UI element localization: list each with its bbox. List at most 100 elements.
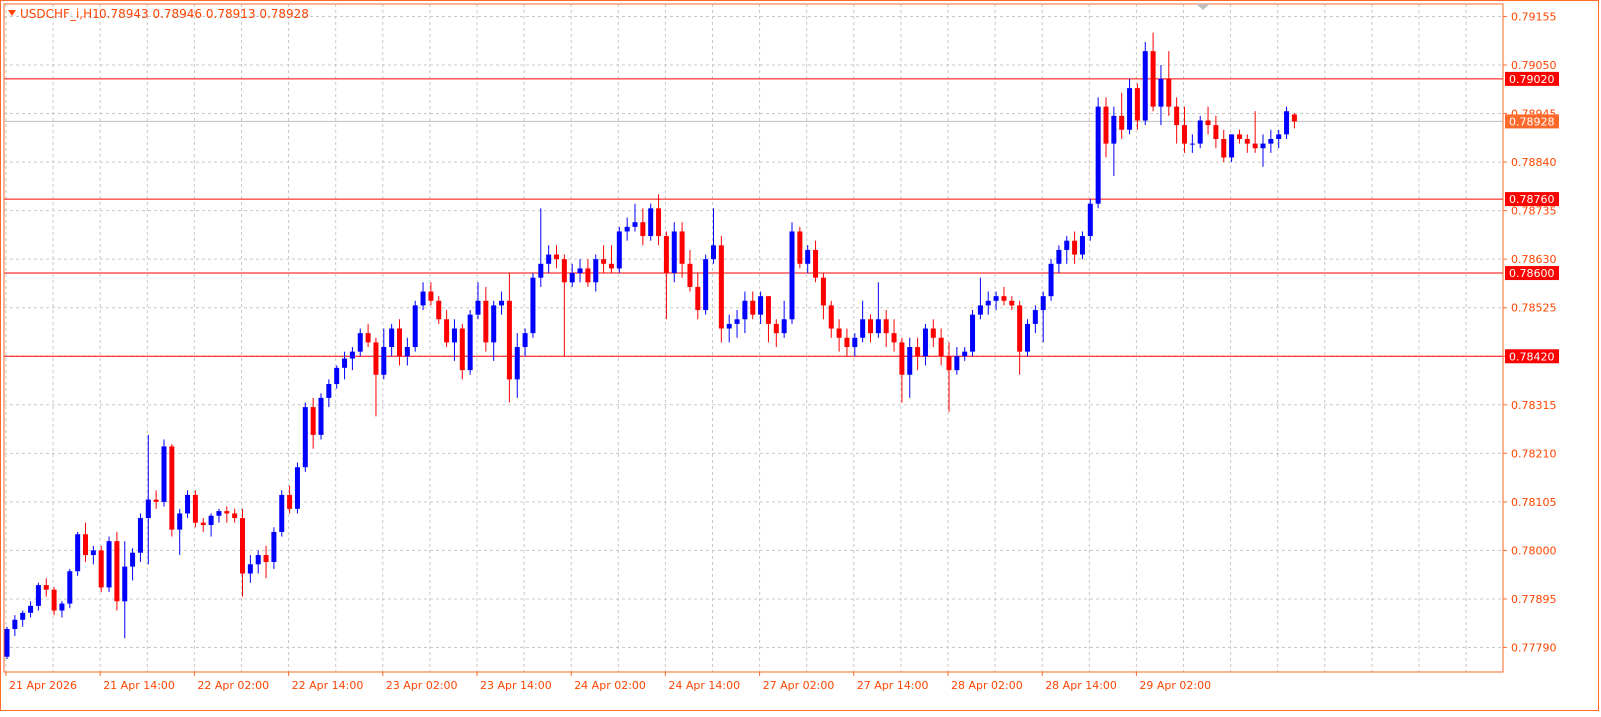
candle-body [828,305,834,329]
candle [208,513,214,537]
candle-body [208,515,214,525]
candle [1229,134,1235,163]
candle [640,208,646,246]
level-tag-label: 0.78760 [1509,193,1555,206]
candle-body [263,555,269,562]
candle-body [844,337,850,348]
candle [922,323,928,366]
time-axis[interactable]: 21 Apr 2026 21 Apr 14:00 22 Apr 02:00 22 Ap… [5,672,1211,692]
candle [334,365,340,389]
candle [28,601,34,618]
candle-body [287,494,293,509]
candle-body [185,494,191,514]
candle-body [326,383,332,398]
candle [1079,231,1085,260]
candle-body [1158,78,1164,107]
candle [43,578,49,597]
candle-body [538,263,544,278]
candle-body [1103,106,1109,144]
candle [145,434,151,565]
candle-body [365,333,371,343]
candle [577,259,583,283]
candle-body [1189,143,1195,145]
candle-body [1260,143,1266,149]
candle [970,310,976,357]
candle [883,310,889,348]
candle-body [883,319,889,334]
candle [868,314,873,343]
candle [962,347,968,361]
candle [263,545,269,579]
candle [860,300,866,343]
candle-body [381,347,387,375]
candle-body [1252,143,1258,149]
horizontal-levels [4,78,1503,357]
candle-body [938,337,944,357]
candle-body [67,571,73,604]
candle [1236,129,1242,144]
candle-body [585,268,591,283]
candle-body [240,518,245,574]
candle [130,548,136,581]
candle-body [90,550,96,556]
candle-body [922,328,928,357]
candle [828,300,834,338]
candle [389,323,395,357]
candle-body [1244,138,1250,144]
candle [271,527,277,569]
candle-body [122,566,128,602]
bid-tag [1505,114,1559,129]
x-tick-label: 27 Apr 02:00 [763,679,835,692]
y-tick-label: 0.79050 [1511,59,1557,72]
candle-body [1064,240,1070,250]
candle [177,508,183,556]
candle [616,226,622,274]
candle [240,508,245,597]
candle [554,245,559,269]
candle-body [499,300,505,306]
candle-body [302,407,308,468]
candle-body [106,541,112,588]
candle [75,531,81,576]
candle [789,222,795,324]
candle-body [789,231,795,320]
candle-body [271,531,277,562]
collapse-triangle-icon[interactable] [8,10,16,16]
candle [1213,115,1219,149]
y-tick-label: 0.78315 [1511,399,1557,412]
x-tick-label: 29 Apr 02:00 [1139,679,1211,692]
candle-body [915,347,921,357]
candle-body [475,300,481,315]
candle-body [750,300,756,315]
candle [797,226,803,269]
candle [232,508,238,523]
candle [106,536,112,593]
candle [1142,41,1148,126]
candle [459,323,465,380]
candle-body [593,259,599,283]
candle-body [75,534,81,572]
x-tick-label: 24 Apr 02:00 [574,679,646,692]
candle [506,273,512,403]
candle-body [954,356,960,371]
candle-body [145,499,151,519]
candle-body [1276,134,1282,139]
price-axis[interactable]: 0.791550.790500.789450.788400.787350.786… [1503,10,1559,654]
candle [734,310,740,338]
candle-body [624,226,630,232]
candle-body [797,231,803,264]
candle [1291,113,1297,129]
candle [781,300,787,338]
candle-body [161,446,167,502]
x-tick-label: 28 Apr 02:00 [951,679,1023,692]
candle-body [962,351,968,357]
symbol-label: USDCHF_i,H1 [20,7,100,21]
candle [153,490,159,509]
y-tick-label: 0.78525 [1511,302,1557,315]
candle [742,291,748,334]
candle [247,555,253,583]
candle [444,310,450,348]
